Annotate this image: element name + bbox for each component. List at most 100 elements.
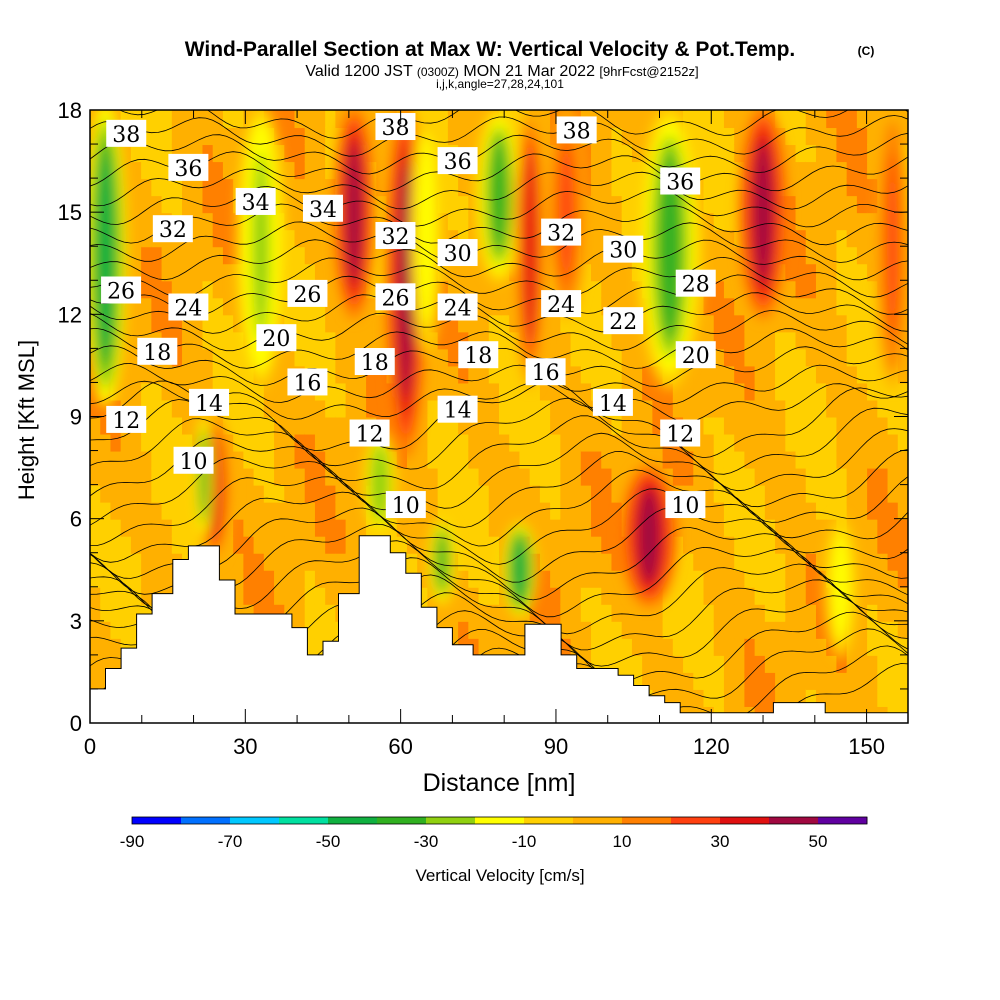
field-cell bbox=[867, 110, 879, 129]
field-cell bbox=[805, 569, 817, 588]
field-cell bbox=[519, 399, 531, 418]
field-cell bbox=[754, 552, 766, 571]
field-cell bbox=[693, 399, 705, 418]
field-cell bbox=[243, 110, 255, 129]
field-cell bbox=[171, 365, 184, 384]
field-cell bbox=[856, 144, 869, 163]
field-cell bbox=[867, 365, 879, 384]
field-cell bbox=[867, 569, 879, 588]
field-cell bbox=[662, 671, 674, 690]
field-cell bbox=[744, 484, 756, 503]
field-cell bbox=[141, 212, 153, 231]
field-cell bbox=[468, 586, 480, 605]
field-cell bbox=[580, 246, 593, 265]
field-cell bbox=[734, 433, 746, 452]
field-cell bbox=[120, 110, 132, 129]
field-cell bbox=[601, 569, 613, 588]
field-cell bbox=[754, 637, 766, 656]
field-cell bbox=[120, 212, 132, 231]
theta-contour bbox=[90, 488, 908, 565]
field-cell bbox=[867, 297, 879, 316]
field-cell bbox=[519, 433, 531, 452]
field-cell bbox=[734, 246, 746, 265]
field-cell bbox=[437, 127, 449, 146]
field-cell bbox=[499, 365, 511, 384]
field-cell bbox=[202, 229, 214, 248]
colorbar-swatch bbox=[328, 817, 378, 824]
field-cell bbox=[836, 416, 848, 435]
field-cell bbox=[775, 637, 787, 656]
field-cell bbox=[233, 399, 245, 418]
field-cell bbox=[458, 620, 470, 639]
field-cell bbox=[856, 399, 869, 418]
field-cell bbox=[141, 450, 153, 469]
field-cell bbox=[274, 467, 286, 486]
field-cell bbox=[601, 467, 613, 486]
theta-label-bg bbox=[375, 283, 416, 311]
field-cell bbox=[836, 280, 848, 299]
field-cell bbox=[212, 365, 224, 384]
field-cell bbox=[723, 433, 736, 452]
field-cell bbox=[713, 501, 725, 520]
field-cell bbox=[304, 501, 316, 520]
field-cell bbox=[570, 399, 582, 418]
field-cell bbox=[161, 569, 173, 588]
field-cell bbox=[529, 382, 541, 401]
field-cell bbox=[785, 586, 797, 605]
field-cell bbox=[591, 552, 603, 571]
field-cell bbox=[591, 518, 603, 537]
grid-indices: i,j,k,angle=27,28,24,101 bbox=[436, 77, 564, 91]
field-cell bbox=[182, 110, 194, 129]
field-cell bbox=[294, 484, 306, 503]
theta-label: 12 bbox=[660, 419, 701, 448]
field-cell bbox=[161, 501, 173, 520]
field-cell bbox=[785, 314, 797, 333]
field-cell bbox=[284, 416, 296, 435]
field-cell bbox=[805, 518, 817, 537]
field-cell bbox=[478, 365, 490, 384]
field-cell bbox=[856, 586, 869, 605]
field-cell bbox=[713, 331, 725, 350]
field-cell bbox=[744, 620, 756, 639]
theta-label-text: 32 bbox=[547, 222, 575, 247]
field-cell bbox=[141, 263, 153, 282]
field-cell bbox=[110, 603, 122, 622]
field-cell bbox=[120, 603, 132, 622]
theta-label: 26 bbox=[101, 276, 142, 304]
field-cell bbox=[202, 263, 214, 282]
field-cell bbox=[284, 229, 296, 248]
field-cell bbox=[785, 620, 797, 639]
theta-label: 38 bbox=[375, 113, 416, 141]
field-cell bbox=[314, 416, 327, 435]
field-cell bbox=[621, 603, 633, 622]
field-cell bbox=[560, 314, 572, 333]
field-cell bbox=[785, 535, 797, 554]
field-cell bbox=[202, 195, 214, 214]
field-cell bbox=[703, 620, 715, 639]
field-cell bbox=[775, 348, 787, 367]
field-cell bbox=[846, 229, 858, 248]
field-cell bbox=[130, 229, 143, 248]
field-cell bbox=[458, 603, 470, 622]
field-cell bbox=[713, 535, 725, 554]
field-cell bbox=[171, 416, 184, 435]
field-cell bbox=[468, 195, 480, 214]
field-cell bbox=[294, 110, 306, 129]
field-cell bbox=[754, 382, 766, 401]
field-cell bbox=[826, 348, 838, 367]
theta-contour bbox=[90, 256, 908, 299]
field-cell bbox=[222, 348, 235, 367]
field-cell bbox=[529, 484, 541, 503]
theta-contour bbox=[90, 132, 908, 175]
field-cell bbox=[550, 569, 562, 588]
field-cell bbox=[417, 433, 429, 452]
field-cell bbox=[713, 178, 725, 197]
field-cell bbox=[764, 654, 777, 673]
field-cell bbox=[130, 450, 143, 469]
field-cell bbox=[488, 586, 500, 605]
field-cell bbox=[867, 688, 879, 707]
field-cell bbox=[815, 586, 828, 605]
field-cell bbox=[713, 127, 725, 146]
field-cell bbox=[182, 467, 194, 486]
field-cell bbox=[161, 416, 173, 435]
